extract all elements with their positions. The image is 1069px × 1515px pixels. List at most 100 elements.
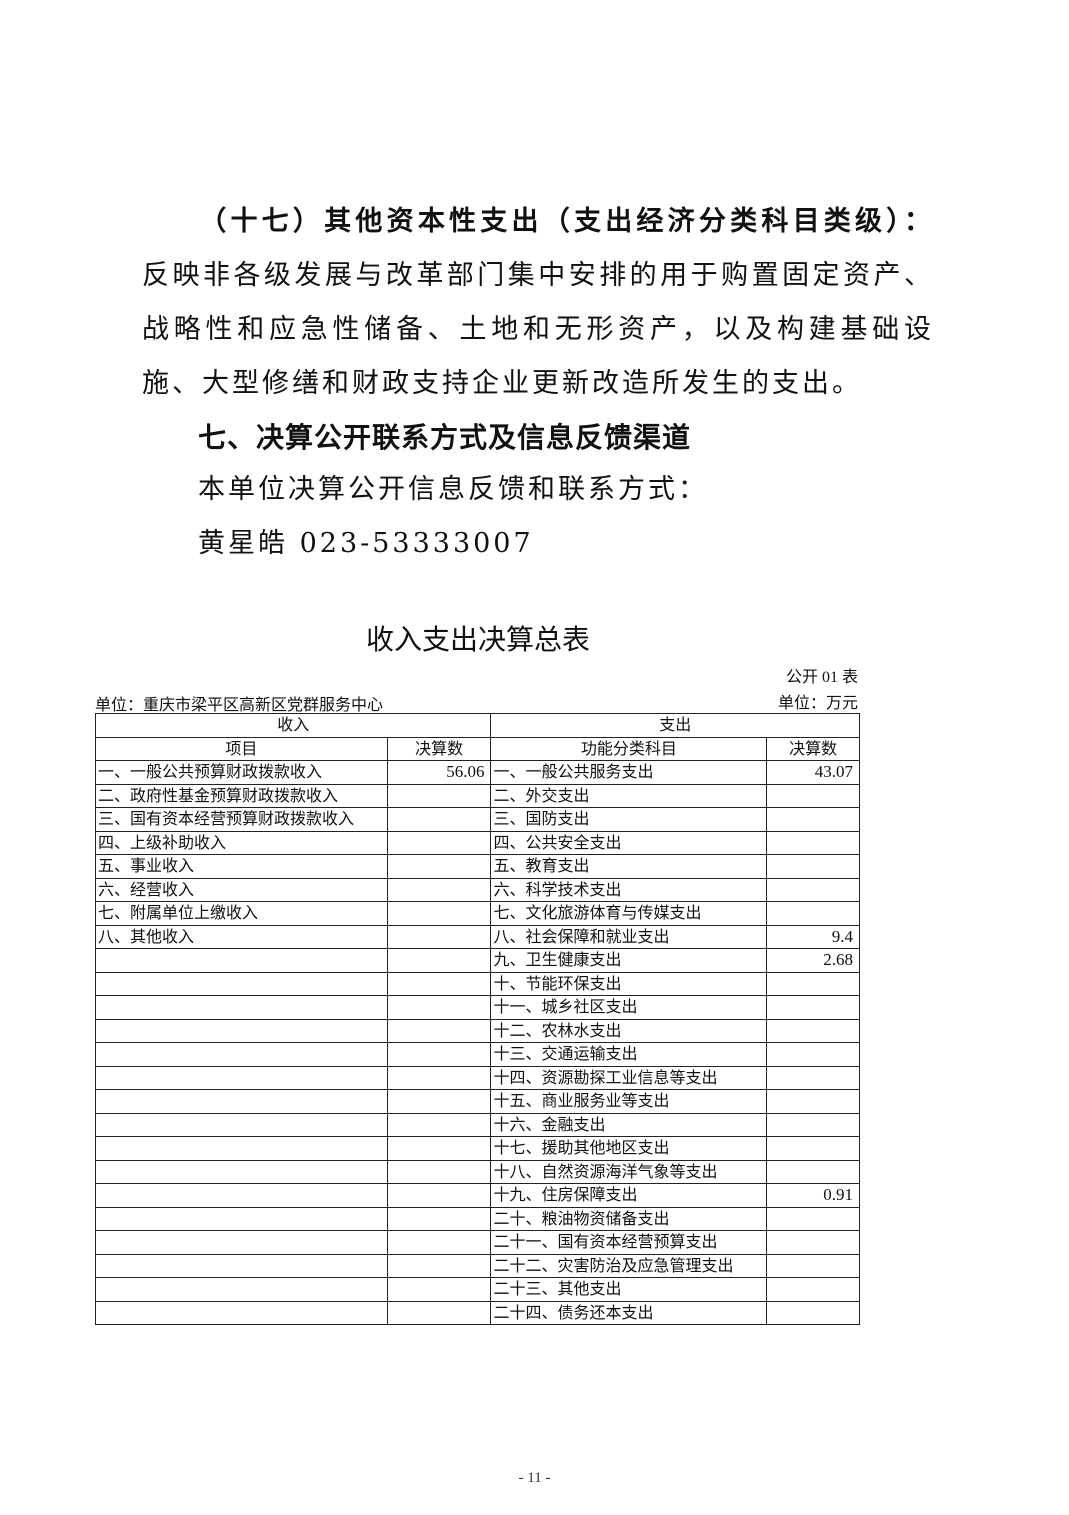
- table-row: 十五、商业服务业等支出: [95, 1089, 860, 1114]
- income-item: 八、其他收入: [95, 924, 388, 949]
- expense-item: 七、文化旅游体育与传媒支出: [490, 901, 768, 926]
- table-row: 二十四、债务还本支出: [95, 1300, 860, 1325]
- table-row: 十六、金融支出: [95, 1112, 860, 1137]
- expense-amount: 2.68: [766, 948, 860, 973]
- expense-amount: [766, 1065, 860, 1090]
- table-row: 六、经营收入 六、科学技术支出: [95, 877, 860, 902]
- income-item: [95, 995, 388, 1020]
- expense-amount: 0.91: [766, 1183, 860, 1208]
- table-row: 七、附属单位上缴收入 七、文化旅游体育与传媒支出: [95, 901, 860, 926]
- income-item: [95, 1018, 388, 1043]
- income-amount: [386, 854, 492, 879]
- income-amount: [386, 1230, 492, 1255]
- expense-item: 六、科学技术支出: [490, 877, 768, 902]
- expense-item: 十、节能环保支出: [490, 971, 768, 996]
- capital-expense-paragraph: （十七）其他资本性支出（支出经济分类科目类级）： 反映非各级发展与改革部门集中安排…: [142, 195, 934, 411]
- expense-amount: [766, 830, 860, 855]
- section-heading: 七、决算公开联系方式及信息反馈渠道: [198, 421, 692, 454]
- expense-item: 四、公共安全支出: [490, 830, 768, 855]
- expense-header: 支出: [490, 713, 860, 738]
- income-item: [95, 1065, 388, 1090]
- expense-amount: [766, 1277, 860, 1302]
- expense-amount: [766, 1253, 860, 1278]
- table-row: 十一、城乡社区支出: [95, 995, 860, 1020]
- table-row: 二十三、其他支出: [95, 1277, 860, 1302]
- col-amount2: 决算数: [766, 736, 860, 761]
- income-item: 六、经营收入: [95, 877, 388, 902]
- income-item: 七、附属单位上缴收入: [95, 901, 388, 926]
- expense-item: 十二、农林水支出: [490, 1018, 768, 1043]
- expense-item: 二十一、国有资本经营预算支出: [490, 1230, 768, 1255]
- unit-org: 单位：重庆市梁平区高新区党群服务中心: [95, 697, 384, 714]
- table-row: 二十二、灾害防治及应急管理支出: [95, 1253, 860, 1278]
- income-amount: [386, 1018, 492, 1043]
- expense-item: 八、社会保障和就业支出: [490, 924, 768, 949]
- income-item: [95, 1159, 388, 1184]
- page-number: - 11 -: [518, 1470, 551, 1486]
- expense-amount: [766, 901, 860, 926]
- income-amount: [386, 948, 492, 973]
- expense-amount: [766, 1042, 860, 1067]
- income-amount: [386, 1136, 492, 1161]
- table-row: 五、事业收入 五、教育支出: [95, 854, 860, 879]
- income-item: [95, 971, 388, 996]
- paragraph-lead: （十七）其他资本性支出（支出经济分类科目类级）：: [198, 206, 934, 237]
- table-row: 二、政府性基金预算财政拨款收入 二、外交支出: [95, 783, 860, 808]
- expense-item: 十三、交通运输支出: [490, 1042, 768, 1067]
- expense-amount: [766, 877, 860, 902]
- income-item: [95, 948, 388, 973]
- expense-amount: [766, 1300, 860, 1325]
- expense-item: 二、外交支出: [490, 783, 768, 808]
- income-item: 一、一般公共预算财政拨款收入: [95, 760, 388, 785]
- table-row: 十七、援助其他地区支出: [95, 1136, 860, 1161]
- col-func: 功能分类科目: [490, 736, 768, 761]
- expense-item: 十七、援助其他地区支出: [490, 1136, 768, 1161]
- expense-amount: [766, 1018, 860, 1043]
- table-row: 九、卫生健康支出 2.68: [95, 948, 860, 973]
- income-amount: [386, 1089, 492, 1114]
- expense-amount: [766, 1089, 860, 1114]
- table-row: 八、其他收入 八、社会保障和就业支出 9.4: [95, 924, 860, 949]
- table-row: 十三、交通运输支出: [95, 1042, 860, 1067]
- income-amount: [386, 901, 492, 926]
- income-amount: [386, 1206, 492, 1231]
- table-row: 十二、农林水支出: [95, 1018, 860, 1043]
- expense-item: 十一、城乡社区支出: [490, 995, 768, 1020]
- col-item: 项目: [95, 736, 388, 761]
- income-amount: [386, 1159, 492, 1184]
- income-item: [95, 1277, 388, 1302]
- income-amount: [386, 1300, 492, 1325]
- income-item: [95, 1253, 388, 1278]
- table-subheader-row: 项目 决算数 功能分类科目 决算数: [95, 736, 860, 761]
- table-row: 三、国有资本经营预算财政拨款收入 三、国防支出: [95, 807, 860, 832]
- income-amount: [386, 1042, 492, 1067]
- table-row: 二十、粮油物资储备支出: [95, 1206, 860, 1231]
- table-row: 十八、自然资源海洋气象等支出: [95, 1159, 860, 1184]
- expense-amount: [766, 1136, 860, 1161]
- table-code: 公开 01 表: [785, 669, 858, 686]
- expense-item: 三、国防支出: [490, 807, 768, 832]
- income-header: 收入: [94, 713, 492, 738]
- unit-currency: 单位：万元: [777, 695, 858, 712]
- expense-item: 九、卫生健康支出: [490, 948, 768, 973]
- expense-item: 十八、自然资源海洋气象等支出: [490, 1159, 768, 1184]
- income-item: 三、国有资本经营预算财政拨款收入: [95, 807, 388, 832]
- expense-item: 十九、住房保障支出: [490, 1183, 768, 1208]
- table-row: 四、上级补助收入 四、公共安全支出: [95, 830, 860, 855]
- income-item: [95, 1089, 388, 1114]
- expense-item: 十五、商业服务业等支出: [490, 1089, 768, 1114]
- income-item: 五、事业收入: [95, 854, 388, 879]
- contact-info: 黄星皓 023-53333007: [198, 528, 534, 559]
- expense-amount: [766, 971, 860, 996]
- expense-amount: [766, 854, 860, 879]
- expense-amount: [766, 995, 860, 1020]
- table-row: 十四、资源勘探工业信息等支出: [95, 1065, 860, 1090]
- income-item: [95, 1300, 388, 1325]
- expense-amount: 43.07: [766, 760, 860, 785]
- expense-item: 一、一般公共服务支出: [490, 760, 768, 785]
- paragraph-text: 反映非各级发展与改革部门集中安排的用于购置固定资产、战略性和应急性储备、土地和无…: [142, 260, 934, 399]
- income-amount: [386, 807, 492, 832]
- col-amount: 决算数: [386, 736, 492, 761]
- expense-item: 五、教育支出: [490, 854, 768, 879]
- income-amount: [386, 830, 492, 855]
